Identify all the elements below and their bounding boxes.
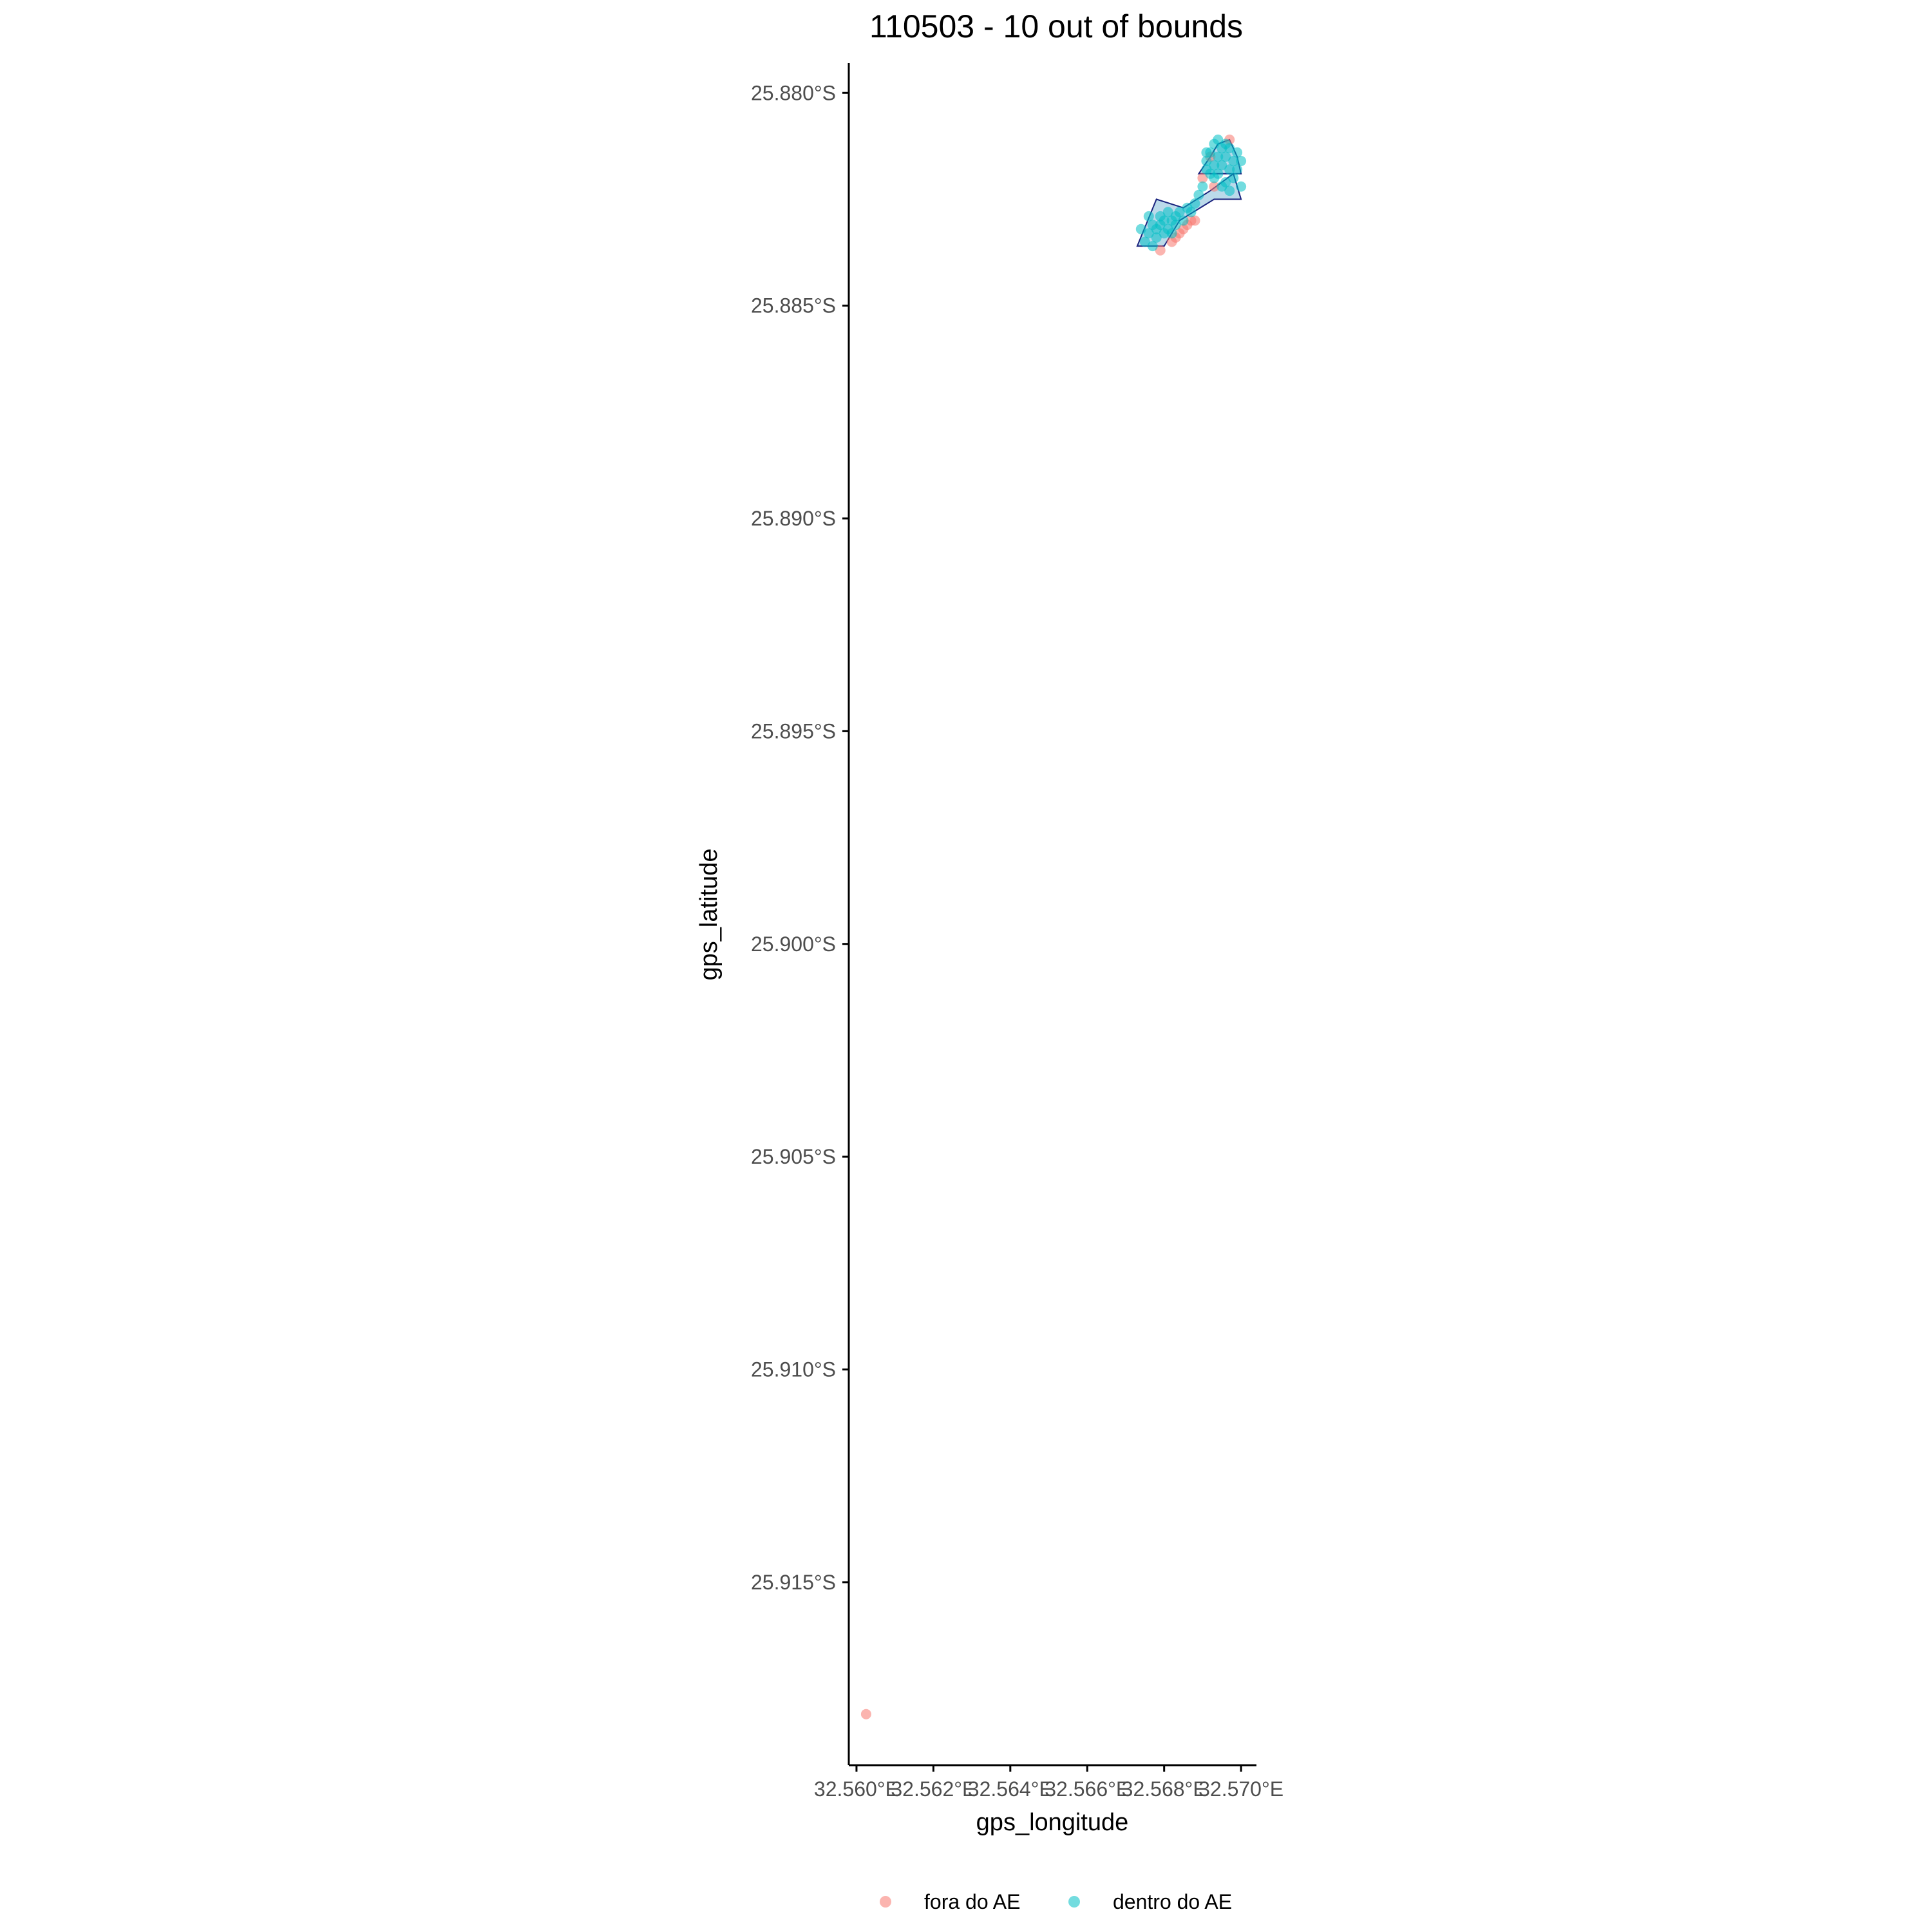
points-layer [860, 134, 1247, 1719]
point-inside [1224, 164, 1235, 175]
y-tick-label: 25.915°S [751, 1571, 836, 1594]
legend: fora do AE dentro do AE [880, 1890, 1232, 1913]
point-inside [1220, 138, 1231, 149]
point-inside [1174, 207, 1185, 218]
legend-label: fora do AE [924, 1890, 1020, 1913]
point-inside [1220, 151, 1231, 162]
y-tick-label: 25.895°S [751, 719, 836, 743]
legend-label: dentro do AE [1113, 1890, 1232, 1913]
y-axis-ticks: 25.880°S 25.885°S 25.890°S 25.895°S 25.900°S… [751, 81, 849, 1594]
point-outside [1155, 245, 1166, 256]
point-inside [1217, 160, 1227, 171]
y-tick-label: 25.880°S [751, 81, 836, 104]
point-inside [1232, 147, 1243, 158]
point-inside [1135, 223, 1146, 234]
point-outside [1174, 228, 1185, 239]
point-inside [1170, 220, 1181, 231]
point-inside [1193, 189, 1204, 200]
point-inside [1143, 211, 1154, 222]
legend-key [1068, 1896, 1080, 1908]
y-axis-title: gps_latitude [696, 849, 723, 981]
point-outside [860, 1709, 871, 1719]
x-axis-title: gps_longitude [976, 1809, 1129, 1836]
y-tick-label: 25.885°S [751, 294, 836, 317]
y-tick-label: 25.900°S [751, 933, 836, 956]
x-tick-label: 32.570°E [1198, 1777, 1283, 1801]
x-axis-ticks: 32.560°E32.562°E32.564°E32.566°E32.568°E… [814, 1765, 1283, 1801]
point-inside [1197, 181, 1208, 192]
point-inside [1166, 228, 1177, 239]
y-tick-label: 25.910°S [751, 1358, 836, 1381]
point-inside [1178, 215, 1189, 226]
x-tick-label: 32.568°E [1122, 1777, 1207, 1801]
point-inside [1232, 164, 1243, 175]
x-tick-label: 32.562°E [891, 1777, 976, 1801]
x-tick-label: 32.560°E [814, 1777, 899, 1801]
point-inside [1209, 173, 1220, 184]
point-outside [1209, 181, 1220, 192]
point-inside [1147, 241, 1158, 252]
point-inside [1228, 173, 1239, 184]
point-inside [1213, 134, 1224, 145]
point-inside [1213, 151, 1224, 162]
point-inside [1236, 156, 1247, 166]
point-outside [1189, 215, 1200, 226]
point-inside [1228, 156, 1239, 166]
point-inside [1159, 215, 1170, 226]
point-inside [1162, 207, 1173, 218]
point-outside [1197, 173, 1208, 184]
x-tick-label: 32.566°E [1045, 1777, 1130, 1801]
point-inside [1209, 160, 1220, 171]
point-inside [1201, 147, 1212, 158]
chart-title: 110503 - 10 out of bounds [869, 8, 1243, 44]
point-inside [1217, 181, 1227, 192]
point-inside [1151, 232, 1162, 243]
legend-key [880, 1896, 891, 1908]
point-inside [1236, 181, 1247, 192]
point-inside [1139, 236, 1150, 247]
point-inside [1224, 185, 1235, 196]
y-tick-label: 25.890°S [751, 507, 836, 530]
point-inside [1189, 198, 1200, 209]
point-inside [1201, 156, 1212, 166]
point-inside [1143, 228, 1154, 239]
y-tick-label: 25.905°S [751, 1145, 836, 1168]
x-tick-label: 32.564°E [968, 1777, 1053, 1801]
point-inside [1186, 207, 1197, 218]
